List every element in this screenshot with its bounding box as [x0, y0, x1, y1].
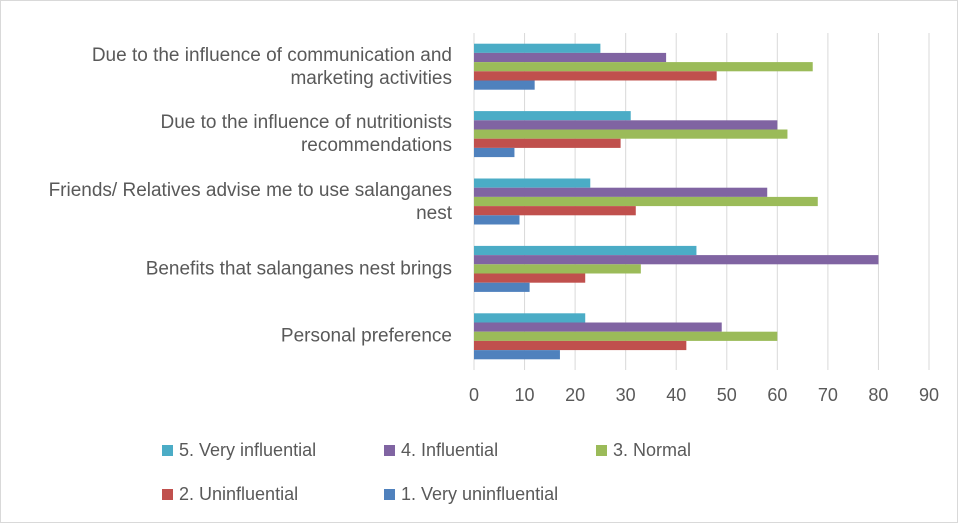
bar — [474, 129, 788, 139]
bar — [474, 273, 586, 283]
x-tick-label: 70 — [818, 385, 838, 405]
y-tick-label: Personal preference — [280, 325, 452, 347]
bar — [474, 178, 591, 188]
bar — [474, 138, 621, 148]
legend-swatch — [162, 489, 173, 500]
legend-swatch — [384, 489, 395, 500]
bar — [474, 255, 879, 265]
bar — [474, 62, 813, 72]
bar — [474, 322, 722, 332]
bar — [474, 120, 778, 130]
bar — [474, 350, 560, 360]
bar — [474, 111, 631, 121]
x-tick-label: 80 — [868, 385, 888, 405]
x-tick-label: 10 — [515, 385, 535, 405]
y-tick-label: Friends/ Relatives advise me to use sala… — [48, 179, 452, 224]
x-tick-label: 40 — [666, 385, 686, 405]
bar — [474, 206, 636, 216]
legend-label: 2. Uninfluential — [179, 484, 298, 504]
bar — [474, 52, 667, 63]
bar — [474, 71, 717, 81]
y-tick-label: Benefits that salanganes nest brings — [145, 258, 452, 280]
bar — [474, 340, 687, 351]
legend-swatch — [162, 445, 173, 456]
x-tick-label: 50 — [717, 385, 737, 405]
bar — [474, 245, 697, 256]
bar — [474, 331, 778, 341]
legend-label: 1. Very uninfluential — [401, 484, 558, 504]
bar — [474, 196, 818, 207]
y-tick-label: Due to the influence of communication an… — [91, 44, 452, 89]
legend-swatch — [596, 445, 607, 456]
legend-swatch — [384, 445, 395, 456]
bar — [474, 43, 601, 53]
x-tick-label: 90 — [919, 385, 939, 405]
legend-label: 3. Normal — [613, 440, 691, 460]
bar — [474, 147, 515, 158]
bar — [474, 215, 520, 225]
x-tick-label: 20 — [565, 385, 585, 405]
bar — [474, 313, 586, 323]
legend-label: 5. Very influential — [179, 440, 316, 460]
y-tick-label: Due to the influence of nutritionists re… — [160, 112, 452, 157]
bar — [474, 80, 535, 90]
x-tick-label: 60 — [767, 385, 787, 405]
bar — [474, 264, 641, 274]
x-tick-label: 30 — [616, 385, 636, 405]
legend-label: 4. Influential — [401, 440, 498, 460]
bar — [474, 282, 530, 292]
bar — [474, 187, 768, 197]
x-tick-label: 0 — [469, 385, 479, 405]
